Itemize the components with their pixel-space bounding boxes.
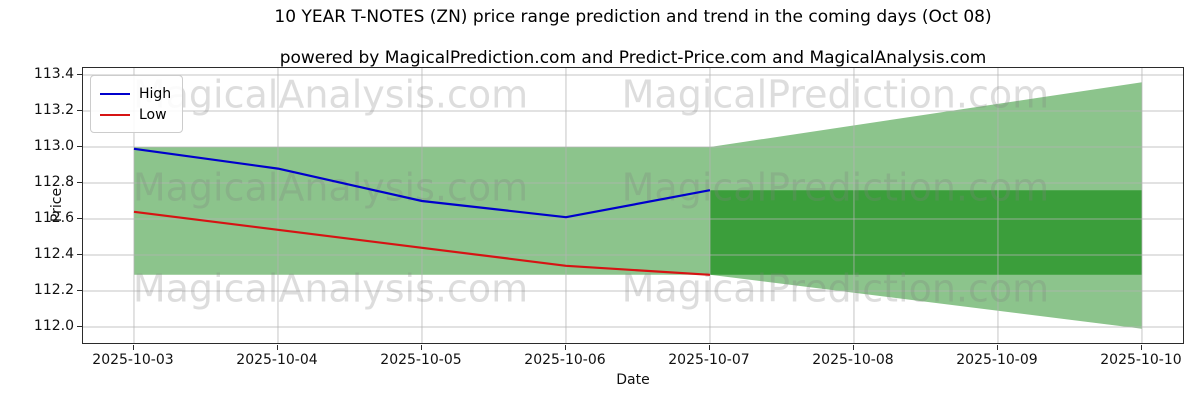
x-tick-label: 2025-10-03 (92, 352, 174, 368)
x-axis-label: Date (616, 372, 650, 388)
y-tick-label: 113.0 (33, 138, 74, 154)
x-tick-label: 2025-10-08 (812, 352, 894, 368)
x-tick-label: 2025-10-09 (956, 352, 1038, 368)
y-tick-mark (77, 74, 82, 76)
plot-area: MagicalAnalysis.com MagicalPrediction.com… (82, 67, 1184, 344)
watermark-text: MagicalAnalysis.com (133, 72, 528, 116)
legend-label-low: Low (139, 106, 167, 123)
watermark-text: MagicalPrediction.com (622, 72, 1050, 116)
y-tick-mark (77, 325, 82, 327)
band-forecast-core (709, 190, 1142, 275)
y-tick-mark (77, 146, 82, 147)
y-tick-mark (77, 289, 82, 291)
chart-title: 10 YEAR T-NOTES (ZN) price range predict… (274, 7, 992, 27)
y-tick-label: 112.4 (33, 245, 74, 262)
x-tick-label: 2025-10-06 (524, 352, 606, 368)
high-line-sample (100, 92, 130, 95)
chart-canvas: MagicalAnalysis.com MagicalPrediction.com… (83, 68, 1183, 343)
legend-label-high: High (139, 85, 172, 102)
x-tick-mark (1140, 345, 1142, 350)
legend-item-high: High (100, 83, 171, 104)
y-tick-label: 113.2 (33, 102, 74, 118)
low-line-sample (100, 113, 130, 116)
x-tick-mark (132, 345, 134, 350)
x-tick-label: 2025-10-05 (380, 352, 462, 368)
low-line (133, 210, 711, 276)
x-tick-mark (708, 345, 710, 350)
y-tick-label: 112.6 (33, 209, 74, 226)
watermark-text: MagicalPrediction.com (622, 166, 1050, 210)
x-tick-mark (564, 345, 566, 350)
x-tick-mark (852, 345, 854, 350)
y-tick-label: 113.4 (33, 66, 74, 83)
legend: High Low (90, 75, 184, 133)
y-tick-label: 112.8 (33, 174, 74, 190)
watermark-text: MagicalAnalysis.com (133, 267, 528, 311)
chart-subtitle: powered by MagicalPrediction.com and Pre… (279, 48, 987, 68)
x-tick-mark (420, 345, 422, 350)
watermark-text: MagicalAnalysis.com (133, 166, 528, 210)
high-line (133, 147, 711, 219)
y-tick-mark (77, 253, 82, 255)
y-tick-mark (77, 182, 82, 183)
x-tick-label: 2025-10-04 (236, 352, 318, 368)
y-tick-mark (77, 217, 82, 219)
x-tick-label: 2025-10-07 (668, 352, 750, 368)
legend-item-low: Low (100, 104, 171, 125)
x-tick-label: 2025-10-10 (1100, 352, 1182, 368)
y-tick-mark (77, 110, 82, 111)
y-tick-label: 112.2 (33, 281, 74, 298)
x-tick-mark (276, 345, 278, 350)
x-tick-mark (996, 345, 998, 350)
y-tick-label: 112.0 (33, 317, 74, 334)
